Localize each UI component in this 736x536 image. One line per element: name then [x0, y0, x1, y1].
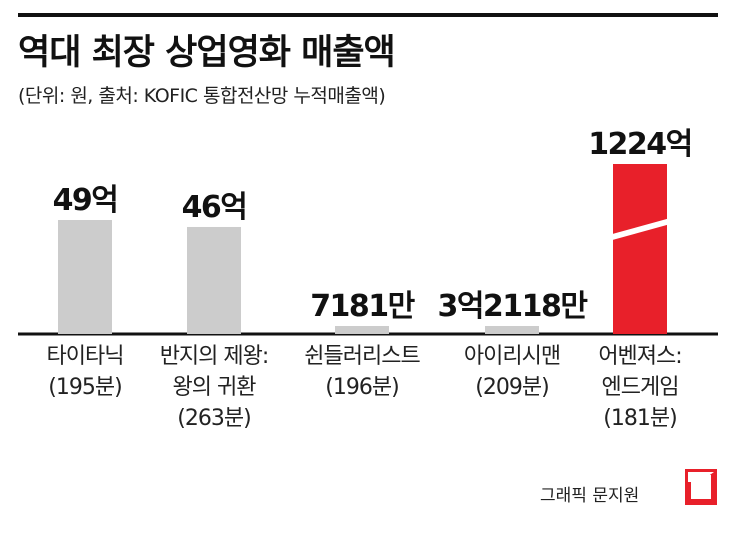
value-label-3: 3억2118만 [437, 289, 588, 324]
value-label-1: 46억 [182, 190, 247, 225]
category-label-line: (195분) [48, 375, 122, 400]
category-label-3: 아이리시맨 (209분) [437, 341, 587, 403]
category-label-1: 반지의 제왕: 왕의 귀환 (263분) [139, 341, 289, 434]
category-label-line: (263분) [177, 406, 251, 431]
category-label-line: 어벤져스: [598, 344, 682, 369]
category-label-line: 쉰들러리스트 [304, 344, 420, 369]
bar-0 [58, 220, 112, 334]
value-label-2: 7181만 [310, 289, 415, 324]
category-label-line: 아이리시맨 [463, 344, 561, 369]
bar-3 [485, 326, 539, 334]
bar-1 [187, 226, 241, 334]
category-label-line: (181분) [603, 406, 677, 431]
value-label-0: 49억 [53, 183, 118, 218]
value-label-4: 1224억 [588, 127, 692, 162]
axis-break-mark [611, 218, 669, 241]
bar-2 [335, 326, 389, 334]
bar-4 [613, 164, 667, 334]
graphic-credit: 그래픽 문지원 [540, 486, 640, 506]
top-rule [18, 13, 718, 17]
category-label-line: (209분) [475, 375, 549, 400]
newspaper-logo-icon [685, 469, 717, 505]
category-label-line: 왕의 귀환 [172, 375, 257, 400]
category-label-line: 반지의 제왕: [159, 344, 270, 369]
category-label-4: 어벤져스: 엔드게임 (181분) [565, 341, 715, 434]
category-label-0: 타이타닉 (195분) [10, 341, 160, 403]
page-title: 역대 최장 상업영화 매출액 [18, 33, 396, 73]
subtitle: (단위: 원, 출처: KOFIC 통합전산망 누적매출액) [18, 85, 386, 107]
category-label-line: 엔드게임 [601, 375, 680, 400]
category-label-2: 쉰들러리스트 (196분) [287, 341, 437, 403]
category-label-line: (196분) [325, 375, 399, 400]
category-label-line: 타이타닉 [46, 344, 125, 369]
